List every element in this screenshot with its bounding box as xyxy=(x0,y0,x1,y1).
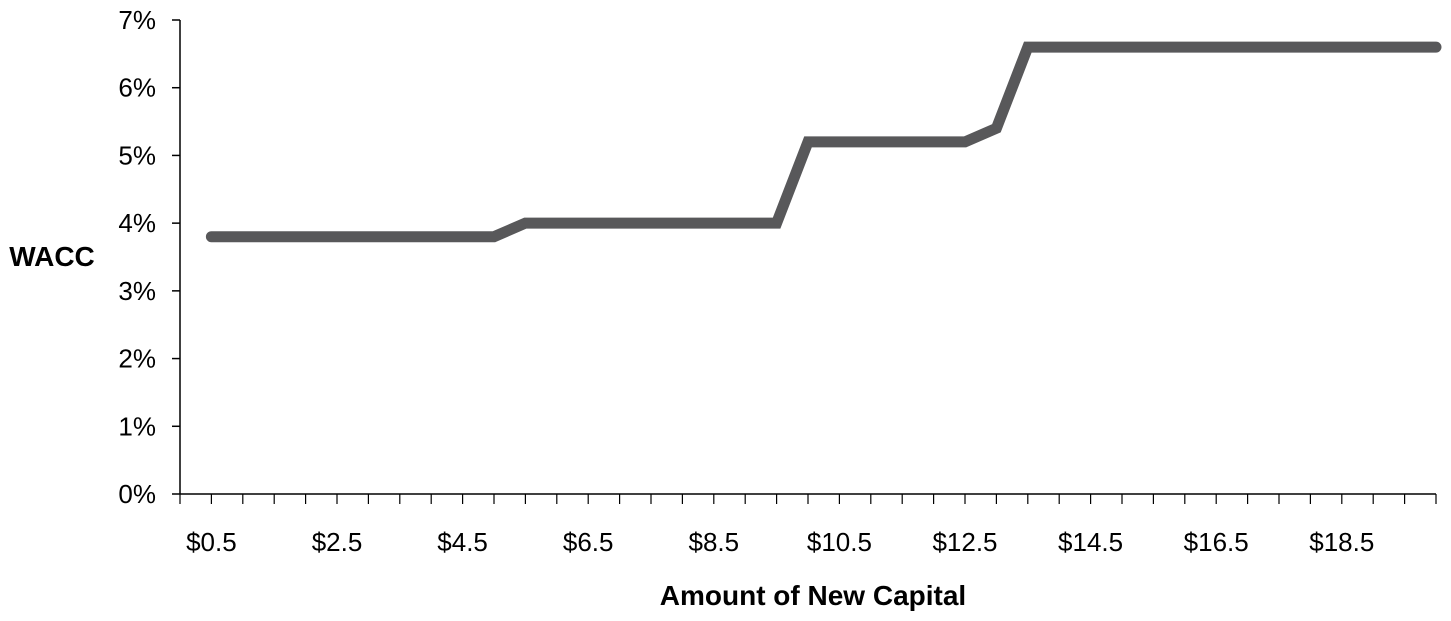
x-axis-title: Amount of New Capital xyxy=(660,580,966,611)
x-tick-label: $10.5 xyxy=(807,527,872,557)
y-tick-label: 4% xyxy=(118,208,156,238)
y-tick-label: 0% xyxy=(118,479,156,509)
x-tick-label: $14.5 xyxy=(1058,527,1123,557)
y-tick-label: 1% xyxy=(118,411,156,441)
wacc-series-line xyxy=(205,41,1442,243)
y-axis-ticks: 0% 1% 2% 3% 4% 5% 6% 7% xyxy=(118,5,180,509)
x-tick-label: $0.5 xyxy=(186,527,237,557)
x-tick-label: $12.5 xyxy=(932,527,997,557)
series-layer xyxy=(205,41,1442,243)
y-tick-label: 3% xyxy=(118,276,156,306)
x-tick-label: $6.5 xyxy=(563,527,614,557)
x-tick-label: $18.5 xyxy=(1309,527,1374,557)
x-tick-label: $16.5 xyxy=(1184,527,1249,557)
x-tick-label: $4.5 xyxy=(437,527,488,557)
x-axis-ticks: $0.5 $2.5 $4.5 $6.5 $8.5 $10.5 $12.5 $14.5 $16.5… xyxy=(179,494,1437,557)
y-tick-label: 5% xyxy=(118,140,156,170)
x-tick-label: $8.5 xyxy=(688,527,739,557)
y-tick-label: 6% xyxy=(118,73,156,103)
y-tick-label: 2% xyxy=(118,344,156,374)
y-tick-label: 7% xyxy=(118,5,156,35)
y-axis-title: WACC xyxy=(9,241,95,272)
x-tick-label: $2.5 xyxy=(312,527,363,557)
